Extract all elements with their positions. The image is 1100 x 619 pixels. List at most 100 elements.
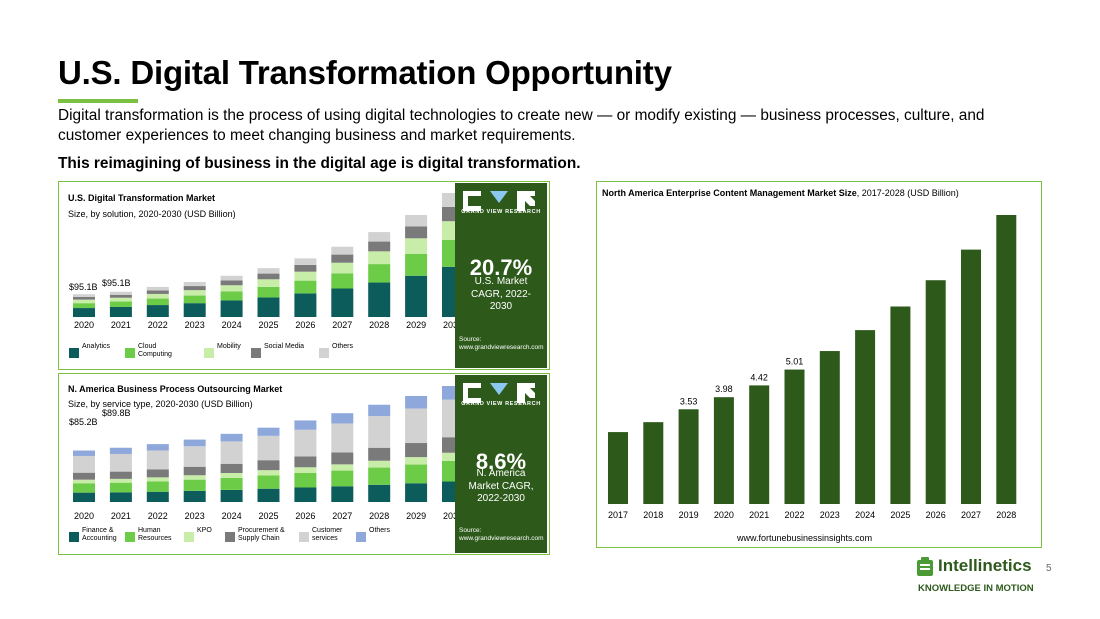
chart-title: North America Enterprise Content Managem… [602,188,959,198]
bar-segment [146,491,169,502]
bar-segment [442,399,455,438]
bar-segment [220,275,243,281]
bar-segment [368,264,391,283]
bar-segment [405,457,428,465]
x-tick-label: 2029 [406,511,426,521]
legend-swatch [69,348,79,358]
x-tick-label: 2027 [961,510,981,520]
bar-segment [331,246,354,255]
bar-segment [183,475,206,480]
cagr-label: N. America Market CAGR, 2022-2030 [468,468,534,504]
bar-segment [331,470,354,487]
data-label: 5.01 [786,357,804,367]
x-tick-label: 2026 [926,510,946,520]
x-tick-label: 2023 [185,320,205,330]
bar-segment [146,298,169,306]
bar-segment [109,301,132,307]
bar [996,215,1017,504]
source-note: www.fortunebusinessinsights.com [737,533,873,543]
bar-segment [294,456,317,468]
legend-swatch [204,348,214,358]
x-tick-label: 2028 [996,510,1016,520]
legend-label: KPO [197,527,212,534]
bar-segment [257,475,280,489]
x-tick-label: 2023 [820,510,840,520]
bar-segment [146,290,169,294]
intellinetics-icon [917,557,933,576]
bar-segment [368,241,391,252]
bar-segment [183,290,206,296]
bar-segment [331,288,354,317]
bar-segment [146,305,169,317]
legend-swatch [251,348,261,358]
bar-segment [257,273,280,280]
company-name: Intellinetics [938,556,1032,575]
cagr-value: 20.7% [469,255,533,280]
x-tick-label: 2028 [369,320,389,330]
bar [678,409,699,504]
panel-na-bpo: N. America Business Process Outsourcing … [58,373,550,555]
bar-segment [405,253,428,276]
company-slogan: KNOWLEDGE IN MOTION [918,583,1034,594]
legend-label: Customer services [312,527,343,542]
bar-segment [109,478,132,483]
x-tick-label: 2020 [74,511,94,521]
x-tick-label: 2025 [258,511,278,521]
data-label: $85.2B [69,417,98,427]
bar-segment [220,489,243,502]
source-note: Source: www.grandviewresearch.com [459,527,544,542]
bar-segment [442,221,455,240]
chart-legend: Finance & Accounting Human Resources KPO Pr… [59,524,455,552]
bar-segment [109,453,132,472]
bar [713,397,734,504]
source-note: Source: www.grandviewresearch.com [459,336,544,351]
legend-swatch [299,532,309,542]
x-tick-label: 2030 [443,320,455,330]
x-tick-label: 2028 [369,511,389,521]
bar-segment [73,294,95,297]
bar-segment [146,286,169,291]
legend-label: Social Media [264,343,305,350]
bar-segment [183,446,206,467]
legend-label: Cloud Computing [138,343,172,358]
bar [925,280,946,504]
chart-title-bold: North America Enterprise Content Managem… [602,188,857,198]
bar-segment [331,464,354,471]
bar-segment [294,473,317,488]
bar-segment [220,285,243,292]
x-tick-label: 2024 [855,510,875,520]
bar-segment [220,473,243,478]
bar-segment [220,433,243,442]
bar-segment [294,280,317,294]
legend-swatch [225,532,235,542]
legend-swatch [184,532,194,542]
intellinetics-logo: Intellinetics KNOWLEDGE IN MOTION [916,556,1056,596]
legend-label: Human Resources [138,527,172,542]
x-tick-label: 2022 [148,511,168,521]
legend-label: Procurement & Supply Chain [238,527,285,542]
x-tick-label: 2027 [332,511,352,521]
bar-segment [294,420,317,430]
bar-segment [331,423,354,453]
bar-segment [109,291,132,295]
x-tick-label: 2022 [784,510,804,520]
legend-label: Others [369,527,391,534]
bar-segment [73,479,95,484]
bar-segment [405,395,428,409]
bar [961,249,981,504]
bar-segment [442,266,455,317]
bar-segment [405,238,428,254]
x-tick-label: 2024 [222,320,242,330]
stacked-bar-chart-solution: 2020 2021 2022 2023 2024 2025 2026 2027 2028 2029… [69,193,455,330]
legend-label: Others [332,343,354,350]
bar-segment [405,226,428,239]
bar-segment [220,463,243,473]
gvr-logo-text: GRAND VIEW RESEARCH [461,401,541,407]
data-label: $89.8B [102,408,131,418]
bar-segment [73,483,95,493]
bar-segment [368,467,391,485]
grand-view-research-logo [463,383,535,403]
bar-segment [220,477,243,490]
bar-segment [294,271,317,281]
bar-segment [73,303,95,309]
